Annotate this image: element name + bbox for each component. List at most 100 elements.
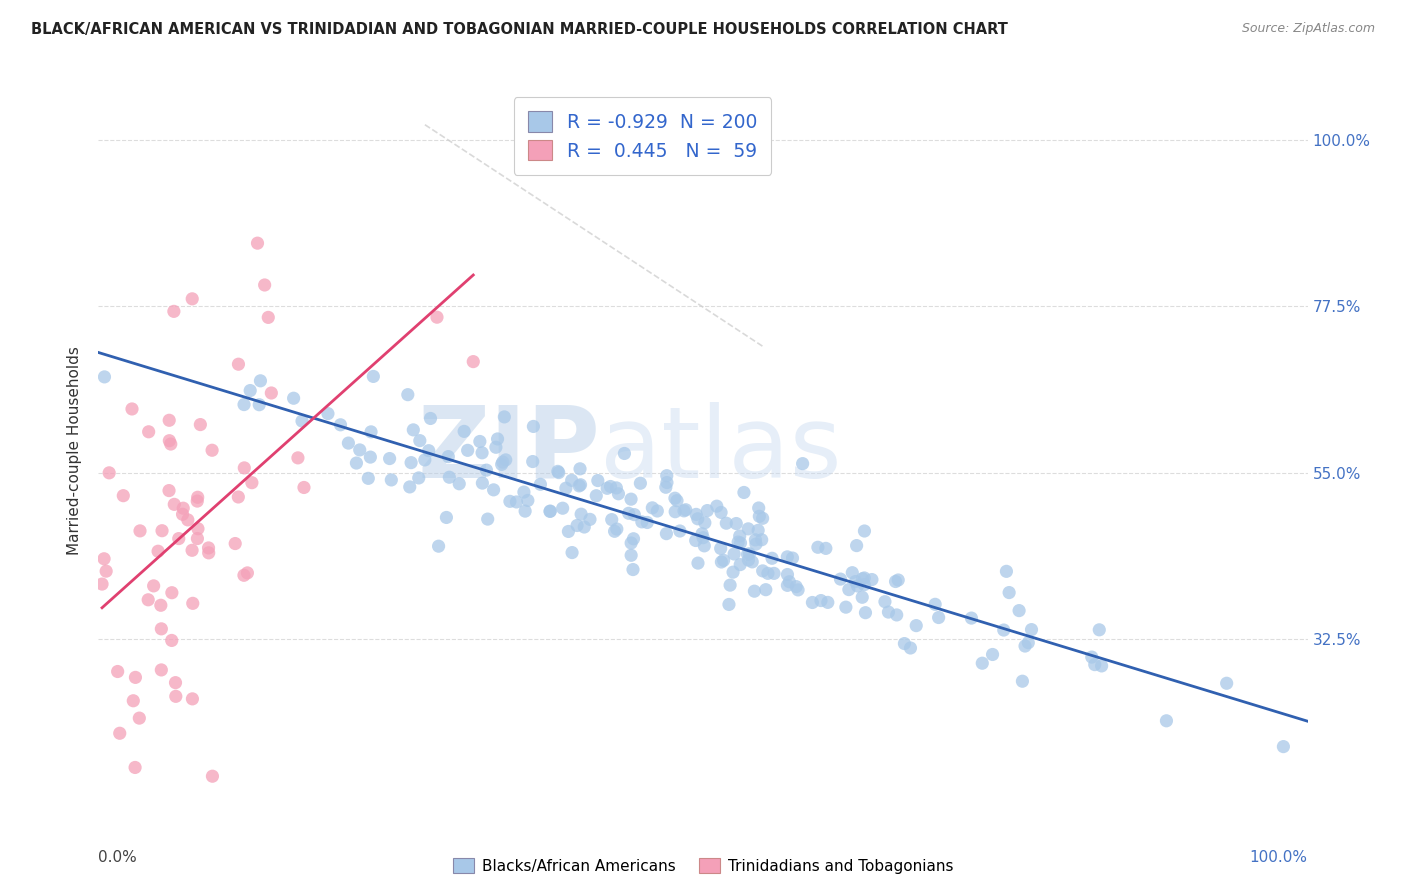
Point <box>513 504 536 518</box>
Point <box>165 675 187 690</box>
Point <box>600 513 623 527</box>
Point <box>516 493 538 508</box>
Point <box>623 532 645 546</box>
Point <box>620 536 643 550</box>
Point <box>468 434 491 449</box>
Point <box>1088 623 1111 637</box>
Point <box>561 474 583 488</box>
Point <box>690 526 713 541</box>
Point <box>778 574 800 589</box>
Point <box>737 553 759 567</box>
Point <box>316 407 339 421</box>
Point <box>1021 623 1043 637</box>
Point <box>93 370 115 384</box>
Point <box>128 711 150 725</box>
Point <box>877 605 900 619</box>
Point <box>855 606 877 620</box>
Point <box>693 516 716 530</box>
Point <box>844 574 866 589</box>
Point <box>761 551 783 566</box>
Point <box>253 277 276 292</box>
Point <box>513 485 536 500</box>
Point <box>142 579 165 593</box>
Point <box>122 694 145 708</box>
Point <box>817 595 839 609</box>
Point <box>755 582 778 597</box>
Point <box>482 483 505 497</box>
Text: Source: ZipAtlas.com: Source: ZipAtlas.com <box>1241 22 1375 36</box>
Point <box>360 425 382 439</box>
Point <box>845 539 868 553</box>
Point <box>449 476 471 491</box>
Point <box>569 507 592 521</box>
Point <box>655 475 678 490</box>
Point <box>905 618 928 632</box>
Point <box>121 401 143 416</box>
Point <box>810 593 832 607</box>
Point <box>551 501 574 516</box>
Point <box>172 501 194 516</box>
Point <box>427 539 450 553</box>
Point <box>631 515 654 529</box>
Point <box>887 573 910 587</box>
Point <box>710 541 733 556</box>
Point <box>846 579 869 593</box>
Point <box>960 611 983 625</box>
Point <box>357 471 380 485</box>
Point <box>751 511 773 525</box>
Point <box>776 578 799 592</box>
Point <box>728 558 751 572</box>
Point <box>378 451 401 466</box>
Point <box>628 476 651 491</box>
Point <box>785 580 807 594</box>
Point <box>972 657 994 671</box>
Legend: R = -0.929  N = 200, R =  0.445   N =  59: R = -0.929 N = 200, R = 0.445 N = 59 <box>513 97 772 175</box>
Point <box>669 524 692 538</box>
Text: ZIP: ZIP <box>418 402 600 499</box>
Point <box>748 500 770 515</box>
Point <box>762 566 785 581</box>
Point <box>181 292 204 306</box>
Point <box>136 592 159 607</box>
Point <box>491 458 513 472</box>
Point <box>436 510 458 524</box>
Point <box>146 544 169 558</box>
Point <box>733 485 755 500</box>
Point <box>851 591 873 605</box>
Point <box>664 491 686 506</box>
Point <box>233 398 256 412</box>
Point <box>477 512 499 526</box>
Point <box>538 504 561 518</box>
Point <box>409 434 432 448</box>
Point <box>283 391 305 405</box>
Text: 100.0%: 100.0% <box>1250 850 1308 865</box>
Point <box>457 443 479 458</box>
Point <box>860 573 883 587</box>
Point <box>655 480 678 494</box>
Point <box>93 551 115 566</box>
Point <box>641 500 664 515</box>
Point <box>830 572 852 586</box>
Point <box>160 633 183 648</box>
Point <box>181 691 204 706</box>
Point <box>672 504 695 518</box>
Point <box>233 568 256 582</box>
Point <box>696 503 718 517</box>
Point <box>801 595 824 609</box>
Point <box>529 477 551 491</box>
Point <box>157 413 180 427</box>
Point <box>710 505 733 519</box>
Point <box>721 565 744 579</box>
Point <box>380 473 402 487</box>
Point <box>453 425 475 439</box>
Point <box>728 529 751 543</box>
Point <box>419 411 441 425</box>
Point <box>495 453 517 467</box>
Text: BLACK/AFRICAN AMERICAN VS TRINIDADIAN AND TOBAGONIAN MARRIED-COUPLE HOUSEHOLDS C: BLACK/AFRICAN AMERICAN VS TRINIDADIAN AN… <box>31 22 1008 37</box>
Point <box>201 443 224 458</box>
Point <box>838 582 860 597</box>
Point <box>177 513 200 527</box>
Point <box>181 596 204 610</box>
Point <box>439 470 461 484</box>
Point <box>187 490 209 504</box>
